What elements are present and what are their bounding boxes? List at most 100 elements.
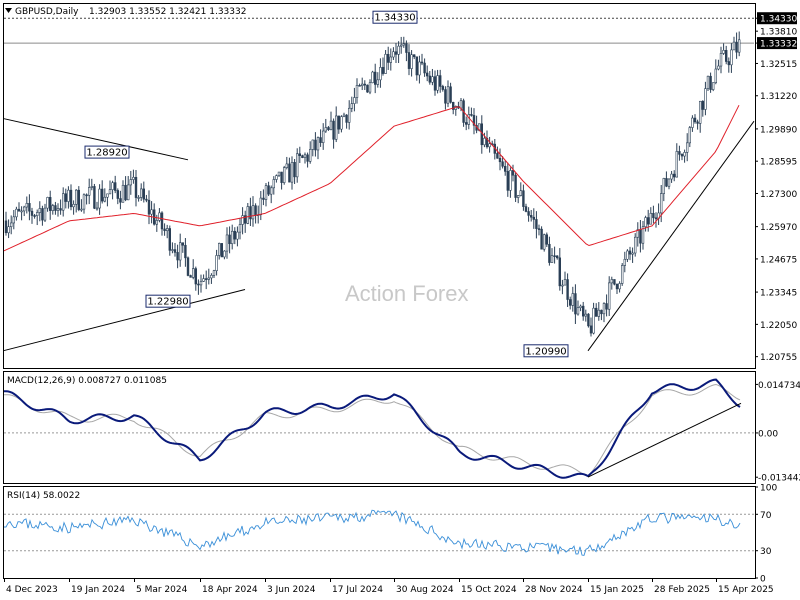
price-y-tick-label: 1.28595 [760, 158, 797, 168]
price-y-tick-label: 1.34330 [760, 15, 797, 25]
candle-body [423, 62, 426, 74]
candle-body [659, 193, 663, 214]
candle-body [244, 215, 247, 224]
candle-body [189, 275, 192, 278]
candle-body [662, 178, 666, 194]
candle-body [386, 53, 390, 63]
candle-body [535, 219, 538, 229]
moving-average-line [3, 104, 740, 252]
candle-body [327, 127, 330, 131]
candle-body [75, 189, 78, 205]
candle-body [561, 284, 564, 287]
rsi-layer [4, 509, 754, 556]
candle-body [179, 242, 182, 261]
candle-body [345, 114, 348, 123]
rsi-panel [3, 486, 756, 579]
candle-body [727, 61, 731, 66]
candle-body [407, 52, 411, 69]
macd-title: MACD(12,26,9) 0.008727 0.011085 [7, 376, 167, 386]
candle-body [363, 83, 366, 86]
candle-body [464, 122, 468, 125]
trendline [587, 120, 755, 352]
candle-body [358, 85, 361, 87]
candle-body [220, 243, 223, 258]
candle-body [285, 163, 288, 168]
candle-body [675, 151, 679, 178]
candle-body [241, 215, 244, 225]
candle-body [553, 255, 556, 257]
candle-body [615, 283, 619, 290]
candle-body [93, 186, 96, 209]
candle-body [293, 162, 296, 178]
candle-body [571, 293, 575, 306]
candle-body [15, 208, 18, 218]
candle-body [428, 75, 431, 83]
candle-body [303, 154, 307, 158]
candle-body [282, 167, 286, 183]
candle-body [566, 279, 569, 300]
candle-body [48, 197, 52, 211]
candle-body [685, 142, 689, 153]
candle-body [594, 307, 598, 317]
candle-body [272, 179, 275, 189]
rsi-line [4, 509, 741, 556]
price-y-tick-label: 1.25970 [760, 223, 797, 233]
x-tick-label: 15 Oct 2024 [461, 585, 517, 595]
candle-body [277, 171, 281, 176]
candle-body [254, 205, 257, 216]
candle-body [166, 228, 169, 232]
candle-body [163, 228, 166, 232]
candle-body [269, 187, 273, 195]
candle-body [127, 184, 130, 201]
candle-body [158, 212, 161, 221]
candle-body [116, 190, 120, 199]
price-layer: 1.34330 1.28920 1.22980 1.20990 [3, 10, 755, 358]
candle-body [288, 163, 291, 183]
candle-body [119, 198, 122, 203]
rsi-title: RSI(14) 58.0022 [7, 491, 80, 501]
candle-body [693, 117, 697, 123]
candle-body [210, 274, 213, 279]
candle-body [701, 100, 705, 110]
macd-y-tick-label: 0.00 [758, 429, 778, 439]
candle-body [12, 216, 15, 224]
candle-body [532, 216, 536, 220]
candle-body [360, 83, 364, 87]
candle-body [22, 206, 26, 212]
candle-body [610, 279, 614, 284]
candle-body [298, 153, 301, 156]
candle-body [425, 72, 429, 77]
candle-body [381, 67, 385, 74]
macd-panel [3, 371, 756, 484]
candle-body [641, 226, 645, 244]
candle-body [108, 189, 112, 195]
candle-body [555, 255, 559, 259]
x-tick-label: 15 Jan 2025 [590, 585, 644, 595]
candle-body [613, 279, 616, 285]
candle-body [35, 212, 39, 216]
candle-body [173, 249, 177, 253]
rsi-y-tick-label: 100 [760, 484, 777, 494]
candle-body [735, 41, 738, 53]
candle-body [732, 41, 736, 51]
candle-body [581, 305, 585, 317]
candle-body [706, 75, 710, 89]
annotation-box [145, 294, 191, 308]
candles [4, 31, 741, 337]
axis-layer: 1.34330 1.33810 1.33332 1.32515 1.31220 1.298… [4, 12, 800, 595]
candle-body [511, 170, 515, 176]
candle-body [392, 51, 395, 58]
annotation-label: 1.22980 [147, 297, 188, 308]
candle-body [730, 49, 733, 66]
trendline [3, 118, 189, 161]
symbol-title: GBPUSD,Daily [15, 7, 79, 17]
candle-body [150, 209, 153, 215]
candle-body [350, 103, 353, 109]
candle-body [184, 244, 187, 259]
dropdown-triangle-icon[interactable] [5, 8, 12, 13]
candle-body [88, 187, 91, 196]
candle-body [314, 139, 317, 151]
candle-body [106, 193, 109, 198]
candle-body [355, 85, 359, 98]
candle-body [311, 139, 314, 150]
